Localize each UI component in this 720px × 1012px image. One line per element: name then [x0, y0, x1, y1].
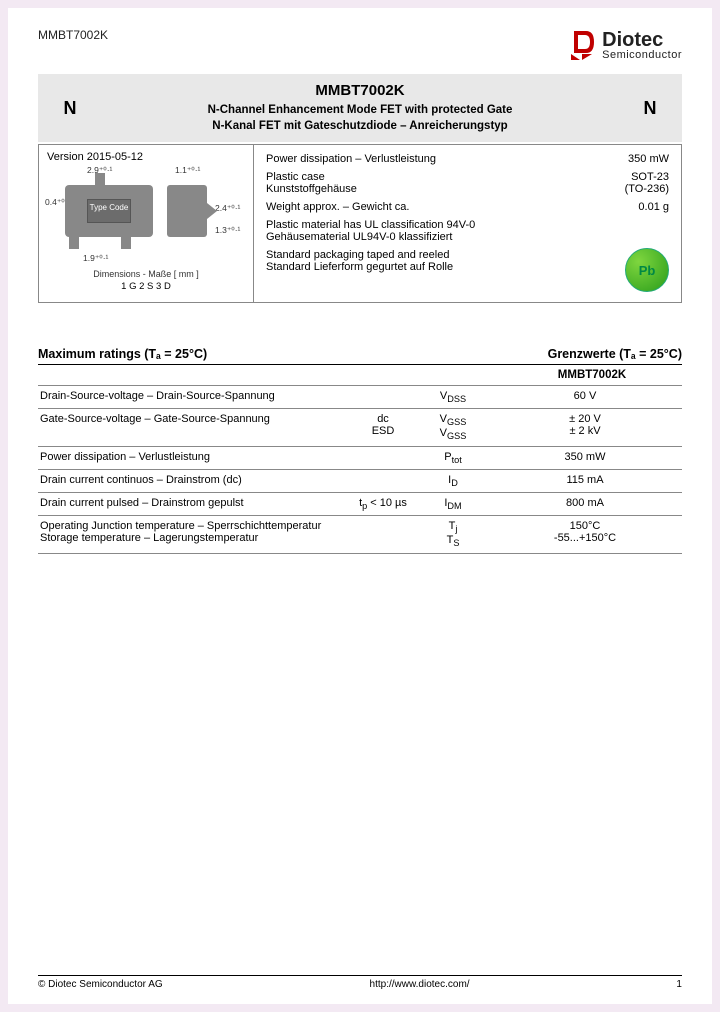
rating-cond	[348, 386, 418, 409]
info-block: Version 2015-05-12 2.9⁺⁰·¹ 1.1⁺⁰·¹ 0.4⁺⁰…	[38, 144, 682, 303]
table-row: Gate-Source-voltage – Gate-Source-Spannu…	[38, 409, 682, 446]
table-row: Power dissipation – Verlustleistung Ptot3…	[38, 446, 682, 469]
title-desc-1: N-Channel Enhancement Mode FET with prot…	[90, 103, 630, 119]
table-row: Operating Junction temperature – Sperrsc…	[38, 516, 682, 553]
spec-rows: Power dissipation – Verlustleistung 350 m…	[266, 153, 669, 273]
rating-symbol: VGSSVGSS	[418, 409, 488, 446]
rating-cond	[348, 469, 418, 492]
ratings-table: Drain-Source-voltage – Drain-Source-Span…	[38, 386, 682, 554]
package-drawing-panel: Version 2015-05-12 2.9⁺⁰·¹ 1.1⁺⁰·¹ 0.4⁺⁰…	[39, 145, 254, 302]
ratings-head-left: Maximum ratings (Tₐ = 25°C)	[38, 347, 207, 361]
ratings-header: Maximum ratings (Tₐ = 25°C) Grenzwerte (…	[38, 347, 682, 365]
rating-value: 115 mA	[488, 469, 682, 492]
brand-text: Diotec Semiconductor	[602, 30, 682, 61]
diotec-logo-icon	[568, 28, 596, 62]
typecode-box: Type Code	[87, 199, 131, 223]
pin-2	[121, 237, 131, 249]
rating-desc: Drain current pulsed – Drainstrom gepuls…	[38, 492, 348, 515]
rating-symbol: ID	[418, 469, 488, 492]
rating-value: 60 V	[488, 386, 682, 409]
title-partnum: MMBT7002K	[90, 82, 630, 99]
spec-row: Weight approx. – Gewicht ca. 0.01 g	[266, 201, 669, 213]
rating-cond	[348, 516, 418, 553]
dim-height: 2.4⁺⁰·¹	[215, 203, 240, 214]
ratings-subheader: MMBT7002K	[38, 365, 682, 386]
rating-desc: Operating Junction temperature – Sperrsc…	[38, 516, 348, 553]
spec-label: Plastic case Kunststoffgehäuse	[266, 171, 357, 195]
footer-url: http://www.diotec.com/	[370, 979, 470, 990]
title-desc-2: N-Kanal FET mit Gateschutzdiode – Anreic…	[90, 119, 630, 135]
dim-pitch: 1.9⁺⁰·¹	[83, 253, 108, 264]
left-channel-letter: N	[50, 98, 90, 119]
rating-cond	[348, 446, 418, 469]
brand-sub: Semiconductor	[602, 50, 682, 61]
spec-value: SOT-23 (TO-236)	[625, 171, 669, 195]
spec-row: Plastic material has UL classification 9…	[266, 219, 669, 243]
page-header: MMBT7002K Diotec Semiconductor	[38, 28, 682, 62]
rating-symbol: TjTS	[418, 516, 488, 553]
rating-value: 800 mA	[488, 492, 682, 515]
footer-page-number: 1	[676, 979, 682, 990]
spec-value: 350 mW	[628, 153, 669, 165]
ratings-head-right: Grenzwerte (Tₐ = 25°C)	[548, 347, 682, 361]
spec-row: Plastic case Kunststoffgehäuse SOT-23 (TO…	[266, 171, 669, 195]
dimensions-label: Dimensions - Maße [ mm ]	[47, 269, 245, 279]
title-block: N MMBT7002K N-Channel Enhancement Mode F…	[38, 74, 682, 142]
table-row: Drain-Source-voltage – Drain-Source-Span…	[38, 386, 682, 409]
spec-value: 0.01 g	[638, 201, 669, 213]
right-channel-letter: N	[630, 98, 670, 119]
rating-value: ± 20 V ± 2 kV	[488, 409, 682, 446]
spec-label: Weight approx. – Gewicht ca.	[266, 201, 409, 213]
rating-desc: Drain current continuos – Drainstrom (dc…	[38, 469, 348, 492]
rating-cond: dcESD	[348, 409, 418, 446]
lead-free-badge-icon: Pb	[625, 248, 669, 292]
rating-desc: Gate-Source-voltage – Gate-Source-Spannu…	[38, 409, 348, 446]
footer-copyright: © Diotec Semiconductor AG	[38, 979, 163, 990]
brand-logo: Diotec Semiconductor	[568, 28, 682, 62]
dim-side-h: 1.3⁺⁰·¹	[215, 225, 240, 236]
rating-desc: Power dissipation – Verlustleistung	[38, 446, 348, 469]
dim-side-width: 1.1⁺⁰·¹	[175, 165, 200, 176]
header-partnum: MMBT7002K	[38, 28, 108, 42]
brand-name: Diotec	[602, 30, 682, 50]
spec-label: Plastic material has UL classification 9…	[266, 219, 475, 243]
spec-label: Power dissipation – Verlustleistung	[266, 153, 436, 165]
pin-1	[69, 237, 79, 249]
rating-desc: Drain-Source-voltage – Drain-Source-Span…	[38, 386, 348, 409]
package-body-top: Type Code	[65, 185, 153, 237]
rating-symbol: Ptot	[418, 446, 488, 469]
rating-symbol: IDM	[418, 492, 488, 515]
table-row: Drain current pulsed – Drainstrom gepuls…	[38, 492, 682, 515]
rating-value: 350 mW	[488, 446, 682, 469]
page-footer: © Diotec Semiconductor AG http://www.dio…	[38, 975, 682, 990]
ratings-column-header: MMBT7002K	[502, 369, 682, 381]
table-row: Drain current continuos – Drainstrom (dc…	[38, 469, 682, 492]
package-body-side	[167, 185, 207, 237]
datasheet-page: MMBT7002K Diotec Semiconductor N MMBT700…	[8, 8, 712, 1004]
key-specs-panel: Power dissipation – Verlustleistung 350 m…	[254, 145, 681, 302]
package-drawing: 2.9⁺⁰·¹ 1.1⁺⁰·¹ 0.4⁺⁰·¹ 2.4⁺⁰·¹ 1.3⁺⁰·¹ …	[47, 167, 242, 267]
spec-label: Standard packaging taped and reeled Stan…	[266, 249, 453, 273]
pin-assignments: 1 G 2 S 3 D	[47, 281, 245, 292]
rating-symbol: VDSS	[418, 386, 488, 409]
version-text: Version 2015-05-12	[47, 151, 245, 163]
pin-3	[95, 173, 105, 185]
maximum-ratings-section: Maximum ratings (Tₐ = 25°C) Grenzwerte (…	[38, 347, 682, 554]
rating-cond: tp < 10 µs	[348, 492, 418, 515]
spec-row: Power dissipation – Verlustleistung 350 m…	[266, 153, 669, 165]
rating-value: 150°C -55...+150°C	[488, 516, 682, 553]
spec-row: Standard packaging taped and reeled Stan…	[266, 249, 669, 273]
